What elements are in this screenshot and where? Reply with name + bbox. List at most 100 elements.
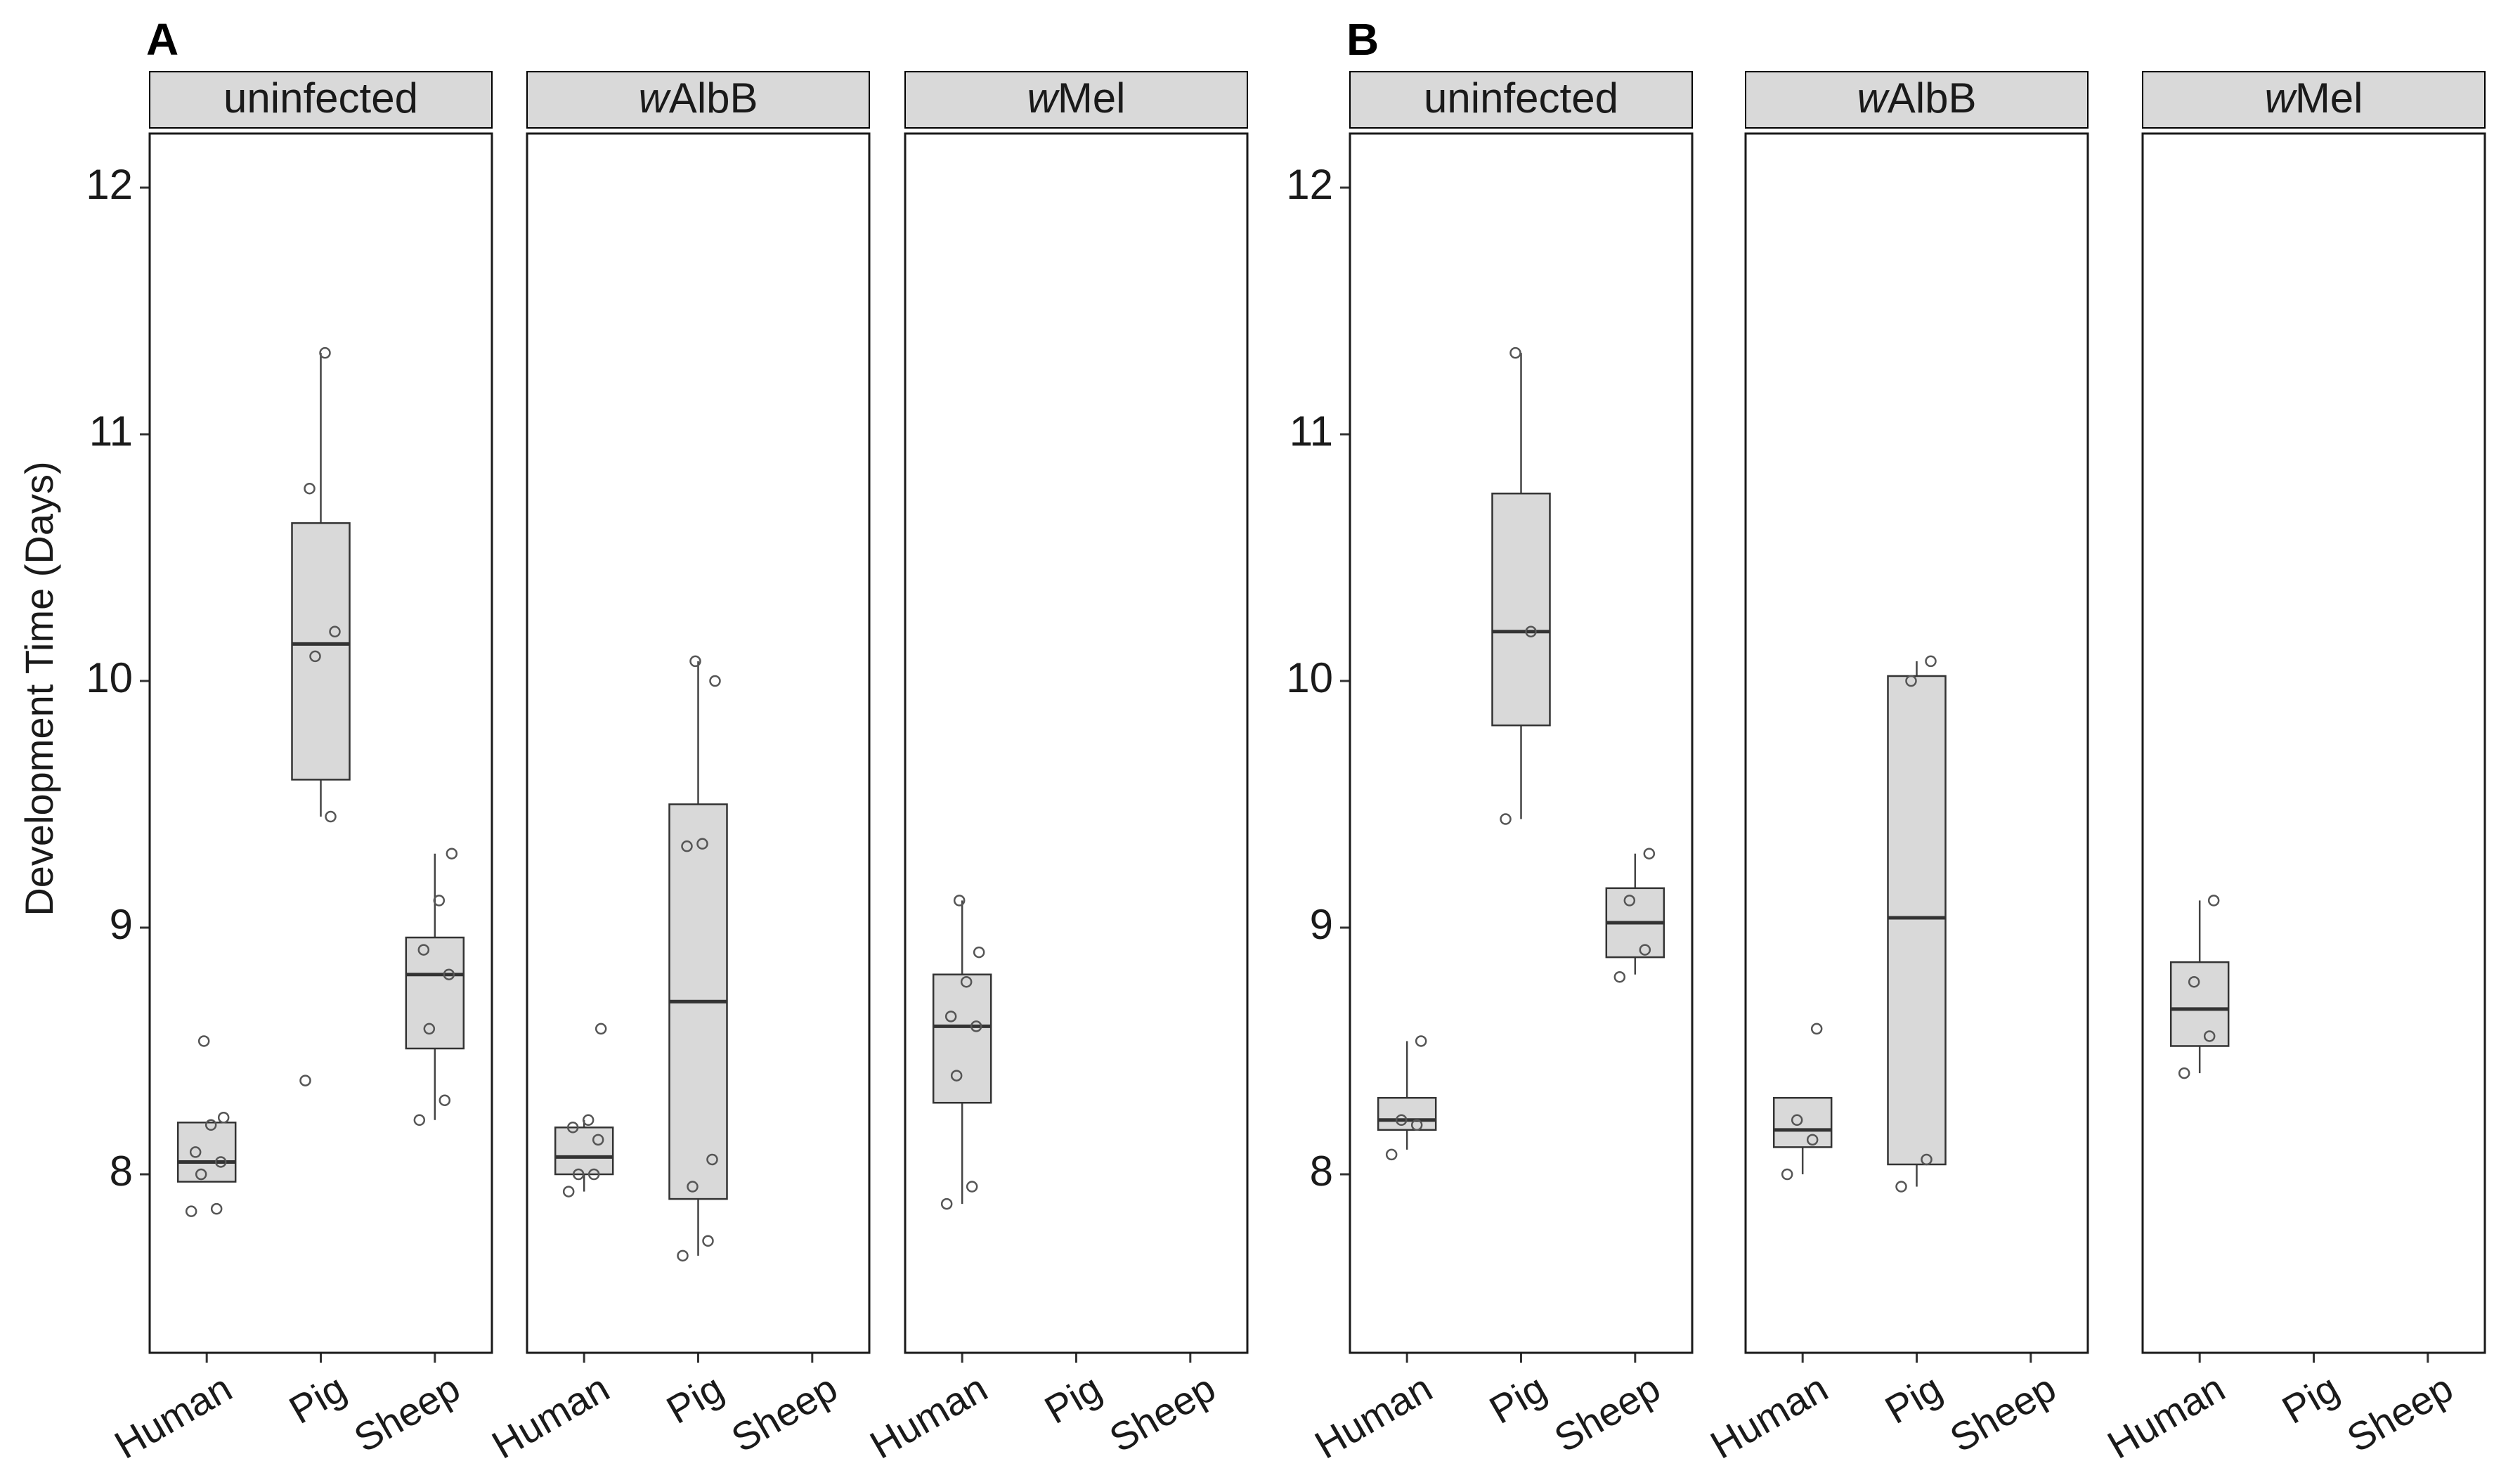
- panel-frame: [2141, 132, 2486, 1354]
- data-point: [677, 1249, 689, 1262]
- data-point: [572, 1168, 585, 1181]
- data-point: [299, 1075, 311, 1086]
- data-point: [304, 482, 316, 495]
- y-tick-label: 10: [86, 654, 133, 701]
- strip-label-text: Mel: [1058, 74, 1126, 122]
- data-point: [214, 1156, 227, 1168]
- data-point: [953, 895, 966, 907]
- data-point: [204, 1119, 217, 1131]
- data-point: [582, 1114, 595, 1127]
- data-point: [687, 1181, 699, 1193]
- box-group-sheep: [1605, 848, 1665, 983]
- box-iqr: [1772, 1096, 1833, 1148]
- facet-strip: [149, 71, 493, 129]
- panel-letter: A: [146, 14, 178, 65]
- data-point: [443, 968, 455, 980]
- data-point: [689, 655, 701, 668]
- data-point: [1921, 1153, 1933, 1166]
- facet-strip-label: wMel: [2264, 74, 2363, 122]
- y-tick-label: 12: [86, 161, 133, 208]
- data-point: [592, 1134, 604, 1146]
- data-point: [1500, 813, 1512, 825]
- data-point: [2207, 895, 2220, 907]
- box-group-human: [554, 1023, 614, 1197]
- data-point: [566, 1122, 579, 1134]
- y-tick-label: 12: [1286, 161, 1333, 208]
- data-point: [973, 946, 985, 959]
- data-point: [1925, 655, 1937, 668]
- data-point: [940, 1197, 953, 1210]
- data-point: [950, 1070, 963, 1082]
- box-iqr: [291, 522, 351, 781]
- panel-frame: [904, 132, 1249, 1354]
- box-group-pig: [668, 655, 728, 1262]
- data-point: [1791, 1114, 1803, 1127]
- y-axis: 8 9 10 11 12: [1286, 161, 1350, 1195]
- data-point: [195, 1168, 207, 1181]
- box-iqr: [176, 1122, 237, 1183]
- data-point: [439, 1094, 451, 1106]
- data-point: [1613, 971, 1626, 983]
- panel-frame: [1744, 132, 2089, 1354]
- box-iqr: [932, 973, 992, 1104]
- facet-strip-label: wAlbB: [1857, 74, 1976, 122]
- data-point: [1643, 848, 1656, 859]
- data-point: [423, 1023, 436, 1035]
- y-tick-label: 11: [1290, 408, 1333, 455]
- facet-strip-label: uninfected: [1424, 74, 1618, 122]
- box-iqr: [2169, 961, 2230, 1047]
- data-point: [1806, 1134, 1819, 1146]
- box-group-human: [932, 895, 992, 1210]
- facet-strip: [526, 71, 870, 129]
- data-point: [1509, 346, 1521, 359]
- data-point: [329, 625, 341, 638]
- data-point: [433, 895, 446, 907]
- data-point: [587, 1168, 600, 1181]
- facet-strip: [1349, 71, 1693, 129]
- data-point: [446, 848, 458, 859]
- data-point: [709, 675, 721, 687]
- panel-frame: [526, 132, 871, 1354]
- facet-strip-label: wMel: [1027, 74, 1125, 122]
- strip-label-italic: w: [1857, 74, 1890, 122]
- data-point: [960, 975, 973, 988]
- data-point: [185, 1205, 197, 1217]
- data-point: [217, 1112, 230, 1124]
- data-point: [1525, 625, 1537, 638]
- strip-label-italic: w: [1027, 74, 1060, 122]
- box-iqr: [1491, 492, 1551, 727]
- facet-strip: [1745, 71, 2089, 129]
- y-axis: 8 9 10 11 12: [86, 161, 150, 1195]
- box-group-pig: [1491, 346, 1551, 825]
- data-point: [944, 1011, 957, 1023]
- data-point: [1895, 1181, 1907, 1193]
- data-point: [413, 1114, 426, 1127]
- strip-label-text: AlbB: [669, 74, 758, 122]
- data-point: [189, 1146, 202, 1158]
- data-point: [966, 1181, 978, 1193]
- data-point: [1810, 1023, 1823, 1035]
- box-iqr: [554, 1127, 614, 1176]
- box-group-human: [176, 1035, 237, 1217]
- data-point: [1623, 895, 1636, 907]
- facet-strip-label: wAlbB: [638, 74, 758, 122]
- data-point: [210, 1202, 223, 1215]
- data-point: [417, 944, 430, 956]
- y-tick-label: 8: [1310, 1148, 1333, 1195]
- data-point: [1415, 1035, 1427, 1047]
- data-point: [706, 1153, 718, 1166]
- data-point: [595, 1023, 607, 1035]
- box-iqr: [405, 936, 465, 1050]
- panel-frame: [1349, 132, 1694, 1354]
- data-point: [970, 1020, 982, 1032]
- box-group-human: [2169, 895, 2230, 1079]
- y-tick-label: 8: [110, 1148, 133, 1195]
- data-point: [1395, 1114, 1408, 1127]
- y-tick-label: 9: [1310, 901, 1333, 948]
- strip-label-text: Mel: [2295, 74, 2363, 122]
